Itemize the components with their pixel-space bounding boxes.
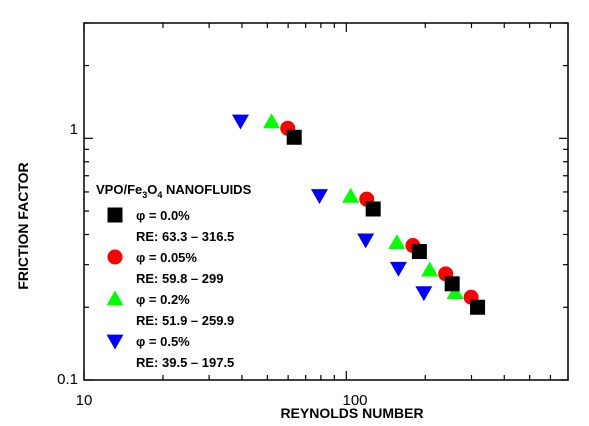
legend-series-name-2: φ = 0.2%: [136, 292, 190, 307]
data-point: [415, 286, 433, 302]
y-axis-label: FRICTION FACTOR: [15, 162, 31, 289]
data-point: [411, 244, 427, 260]
data-point: [446, 284, 464, 299]
legend-marker-2: [106, 290, 124, 306]
legend-series-name-3: φ = 0.5%: [136, 334, 190, 349]
x-tick-label-100: 100: [342, 392, 367, 409]
series-0: [286, 129, 486, 315]
plot-frame: [83, 22, 569, 381]
data-point: [470, 299, 486, 315]
legend-title: VPO/Fe3O4 NANOFLUIDS: [96, 182, 252, 200]
data-point: [388, 234, 406, 250]
data-point: [263, 113, 281, 129]
data-point: [310, 189, 328, 204]
data-point: [389, 261, 407, 277]
legend-series-name-1: φ = 0.05%: [136, 250, 197, 265]
legend-title-suffix: NANOFLUIDS: [162, 182, 251, 197]
data-marks: [231, 113, 486, 315]
data-point: [231, 114, 249, 130]
data-point: [357, 233, 375, 249]
legend-title-sub-4: 4: [157, 190, 162, 200]
legend-title-prefix: VPO/Fe: [96, 182, 142, 197]
data-point: [286, 129, 302, 145]
axes: [83, 22, 569, 381]
legend-title-sub-3: 3: [142, 190, 147, 200]
legend-title-mid: O: [147, 182, 157, 197]
y-tick-label-1: 1: [70, 121, 78, 138]
legend-marker-3: [106, 334, 124, 350]
legend-series-range-1: RE: 59.8 – 299: [136, 271, 223, 286]
legend-marker-1: [107, 249, 123, 265]
legend-series-range-2: RE: 51.9 – 259.9: [136, 313, 234, 328]
legend-marker-0: [107, 207, 123, 223]
series-2: [263, 113, 464, 299]
x-tick-label-10: 10: [76, 392, 93, 409]
series-3: [231, 114, 433, 302]
legend: φ = 0.0% RE: 63.3 – 316.5 φ = 0.05% RE: 59.…: [106, 207, 234, 370]
data-point: [342, 187, 360, 203]
data-point: [365, 201, 381, 217]
legend-series-range-0: RE: 63.3 – 316.5: [136, 229, 234, 244]
y-tick-label-0.1: 0.1: [57, 371, 78, 388]
data-point: [444, 276, 460, 292]
x-axis-label: REYNOLDS NUMBER: [280, 405, 423, 421]
legend-series-name-0: φ = 0.0%: [136, 208, 190, 223]
legend-series-range-3: RE: 39.5 – 197.5: [136, 355, 234, 370]
data-point: [421, 261, 439, 277]
